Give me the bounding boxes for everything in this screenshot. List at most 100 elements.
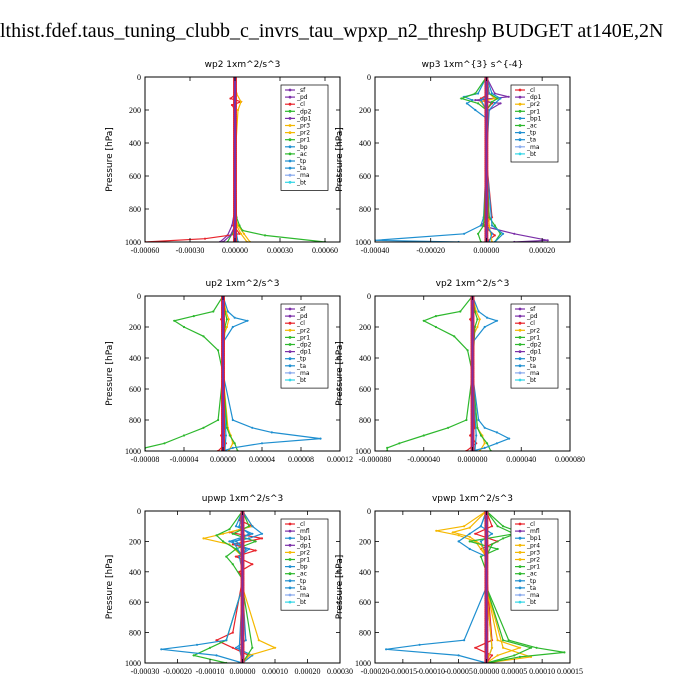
legend-marker	[288, 166, 292, 170]
data-point	[459, 310, 462, 313]
data-point	[483, 426, 486, 429]
legend-marker	[288, 357, 292, 361]
legend-label: _bp1	[526, 115, 542, 122]
data-point	[499, 102, 502, 105]
x-tick-label: 0.000040	[506, 455, 536, 464]
y-tick-label: 600	[359, 598, 371, 607]
data-point	[239, 232, 243, 235]
y-tick-label: 0	[137, 73, 141, 82]
x-tick-label: -0.00040	[361, 246, 390, 255]
legend-label: _cl	[526, 521, 535, 528]
legend-label: _pd	[296, 94, 308, 101]
data-point	[231, 442, 234, 445]
data-point	[483, 446, 486, 449]
series-line-pr3	[450, 511, 532, 663]
legend-marker	[518, 586, 522, 590]
legend-marker	[288, 117, 292, 120]
legend-marker	[518, 529, 522, 533]
data-point	[226, 310, 229, 313]
legend-label: _ma	[526, 592, 540, 599]
data-point	[496, 547, 499, 551]
y-tick-label: 800	[129, 416, 141, 425]
data-point	[475, 434, 478, 437]
legend-marker	[518, 307, 522, 311]
legend-label: _ta	[296, 363, 306, 370]
data-point	[422, 434, 425, 437]
data-point	[182, 434, 186, 437]
legend-marker	[518, 95, 522, 99]
data-point	[228, 540, 231, 543]
series-line-dp2	[386, 296, 474, 451]
data-point	[488, 224, 491, 227]
data-point	[496, 639, 499, 642]
legend-label: _tp	[296, 578, 306, 585]
data-point	[273, 646, 277, 649]
legend-label: _pr2	[526, 327, 540, 334]
legend-label: _ma	[526, 144, 540, 151]
legend-label: _pr1	[526, 108, 540, 115]
legend-label: _ac	[296, 571, 307, 578]
legend-marker	[288, 579, 292, 583]
legend-label: _pr1	[296, 557, 310, 564]
data-point	[233, 442, 236, 445]
data-point	[239, 100, 243, 103]
data-point	[231, 563, 234, 566]
data-point	[251, 563, 254, 566]
panel-1: wp2 1xm^2/s^3 Pressure [hPa] 0 200 400 600 800…	[105, 60, 341, 255]
legend-marker	[288, 378, 292, 382]
x-tick-label: -0.00030	[176, 246, 205, 255]
series-line-bp1	[375, 77, 487, 242]
data-point	[502, 639, 505, 642]
legend-label: _bp1	[296, 535, 312, 542]
data-point	[457, 540, 460, 543]
data-point	[195, 643, 199, 646]
data-point	[225, 555, 228, 558]
legend-marker	[288, 152, 292, 156]
legend-label: _sf	[296, 306, 306, 313]
data-point	[225, 426, 228, 429]
y-tick-label: 600	[359, 172, 371, 181]
data-point	[495, 442, 498, 445]
data-point	[231, 418, 234, 422]
x-tick-label: -0.00010	[196, 667, 225, 676]
y-tick-label: 200	[359, 323, 371, 332]
legend-marker	[288, 314, 292, 318]
x-tick-label: -0.00004	[170, 455, 199, 464]
x-tick-label: 0.00030	[327, 667, 353, 676]
y-axis-label: Pressure [hPa]	[335, 341, 345, 406]
data-point	[230, 103, 234, 107]
legend-marker	[518, 536, 522, 540]
data-point	[496, 525, 499, 528]
data-point	[160, 648, 163, 651]
data-point	[254, 540, 257, 543]
data-point	[490, 232, 494, 235]
legend-label: _tp	[526, 356, 536, 363]
data-point	[451, 531, 455, 534]
legend-label: _ta	[526, 363, 536, 370]
legend-label: _pr1	[526, 564, 540, 571]
data-point	[465, 418, 468, 422]
data-point	[477, 310, 480, 313]
data-point	[465, 102, 468, 105]
data-point	[499, 97, 502, 100]
data-point	[238, 525, 241, 528]
legend-label: _pr4	[526, 542, 540, 549]
legend-marker	[518, 88, 522, 92]
data-point	[490, 646, 494, 649]
legend-marker	[288, 307, 292, 311]
y-tick-label: 600	[129, 172, 141, 181]
data-point	[493, 102, 496, 105]
data-point	[502, 646, 505, 649]
data-point	[479, 525, 482, 528]
legend-label: _cl	[526, 320, 535, 327]
y-tick-label: 800	[359, 629, 371, 638]
legend-marker	[518, 343, 522, 346]
panel-3: up2 1xm^2/s^3 Pressure [hPa] 0 200 400 600 800…	[105, 279, 353, 464]
data-point	[479, 434, 483, 437]
legend-label: _pr2	[526, 101, 540, 108]
data-point	[215, 534, 218, 537]
legend-marker	[518, 145, 522, 149]
data-point	[231, 646, 234, 649]
legend-label: _pr3	[526, 549, 540, 556]
x-tick-label: 0.00020	[295, 667, 321, 676]
